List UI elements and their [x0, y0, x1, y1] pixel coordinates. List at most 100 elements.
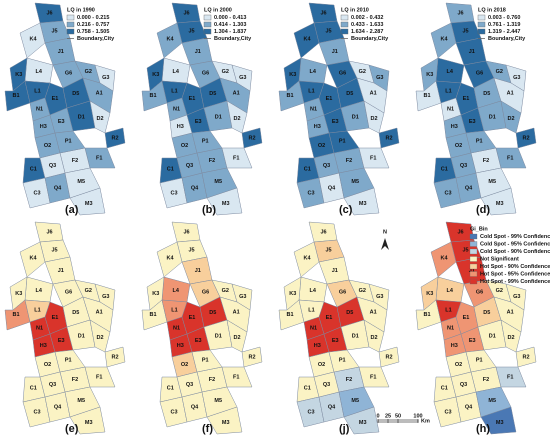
- district-label: A1: [370, 310, 377, 316]
- district: [176, 152, 203, 179]
- legend-swatch: [66, 14, 75, 21]
- district: [480, 187, 517, 216]
- panel-label: (f): [202, 423, 213, 435]
- district-label: P1: [476, 139, 483, 145]
- district-label: O2: [318, 362, 325, 368]
- district-label: C3: [33, 409, 40, 415]
- district-label: D5: [72, 310, 79, 316]
- district-label: L4: [173, 288, 180, 294]
- district-label: K3: [152, 291, 159, 297]
- district-label: G6: [339, 289, 346, 295]
- legend-swatch: [477, 14, 486, 21]
- district: [221, 147, 253, 169]
- district-label: C1: [304, 386, 311, 392]
- district-label: C1: [167, 167, 174, 173]
- district: [378, 346, 400, 368]
- district: [84, 147, 116, 169]
- district-label: J5: [51, 29, 57, 35]
- district-label: B1: [12, 312, 19, 318]
- district-label: A1: [96, 310, 103, 316]
- district-label: F1: [96, 374, 102, 380]
- district-label: K4: [29, 37, 37, 43]
- district-label: Q3: [49, 382, 56, 388]
- district-label: E1: [189, 96, 196, 102]
- legend-label: Boundary,City: [214, 36, 252, 42]
- district-label: D2: [233, 116, 240, 122]
- district-label: B1: [423, 312, 430, 318]
- lq-map-panel: J6 J5 K4 J1 L4 K3 G6 G2 G3 B1 L1 N1 H3 E1 D5 A1 E3 D1 D2 O2…: [141, 2, 263, 216]
- district-label: Q3: [323, 382, 330, 388]
- district-label: Q3: [186, 382, 193, 388]
- district-label: B1: [12, 93, 19, 99]
- district-label: G2: [359, 69, 366, 75]
- district-label: C1: [30, 386, 37, 392]
- panel-label: (c): [339, 204, 353, 216]
- legend-label: 0.216 - 0.757: [77, 22, 109, 28]
- district-label: L4: [173, 69, 180, 75]
- district-label: A1: [370, 91, 377, 97]
- district-label: C1: [304, 167, 311, 173]
- district-label: J5: [325, 29, 331, 35]
- district-label: E1: [52, 315, 59, 321]
- district-label: F2: [72, 377, 78, 383]
- legend-swatch: [469, 271, 478, 277]
- district-label: G3: [102, 294, 109, 300]
- district-label: J6: [457, 229, 463, 235]
- district-label: J1: [195, 268, 201, 274]
- district-label: F2: [346, 377, 352, 383]
- district-label: H3: [177, 124, 184, 130]
- district: [493, 77, 525, 114]
- district-label: D2: [370, 335, 377, 341]
- district-label: G3: [239, 294, 246, 300]
- legend-label: 0.433 - 1.633: [351, 22, 383, 28]
- legend-swatch: [469, 278, 478, 285]
- district-label: F2: [483, 158, 489, 164]
- district-label: J6: [457, 10, 463, 16]
- district-label: L4: [310, 288, 317, 294]
- district-label: H3: [314, 124, 321, 130]
- district-label: M3: [359, 201, 367, 207]
- district-label: D2: [96, 116, 103, 122]
- district-label: L1: [308, 308, 314, 314]
- district-label: L1: [445, 89, 451, 95]
- legend-swatch: [203, 28, 212, 35]
- panel-label: (j): [339, 423, 350, 435]
- district-label: J1: [58, 268, 64, 274]
- district-label: K3: [289, 72, 296, 78]
- legend-swatch: [469, 248, 478, 255]
- district-label: K3: [426, 72, 433, 78]
- district-label: F2: [483, 377, 489, 383]
- district-label: D2: [233, 335, 240, 341]
- district-label: C1: [441, 386, 448, 392]
- district-label: G2: [85, 69, 92, 75]
- district: [515, 127, 537, 149]
- district-label: G2: [222, 69, 229, 75]
- district-label: K4: [303, 37, 311, 43]
- district-label: M5: [214, 179, 222, 185]
- district-label: B1: [149, 312, 156, 318]
- district-label: K4: [166, 37, 174, 43]
- district-label: N1: [310, 326, 317, 332]
- district-label: G6: [202, 70, 209, 76]
- district-label: F2: [72, 158, 78, 164]
- district-label: G6: [339, 70, 346, 76]
- district-label: Q4: [465, 185, 473, 191]
- district-label: G6: [202, 289, 209, 295]
- district-label: M5: [77, 179, 85, 185]
- district-label: H3: [40, 343, 47, 349]
- district-label: B1: [149, 93, 156, 99]
- district-label: C3: [444, 190, 451, 196]
- district-label: E3: [332, 119, 339, 125]
- legend-label: Hot Spot - 95% Confidence: [480, 271, 550, 277]
- district-label: H3: [451, 124, 458, 130]
- district-label: A1: [507, 91, 514, 97]
- district-label: C1: [167, 386, 174, 392]
- district-label: L1: [308, 89, 314, 95]
- district: [241, 127, 263, 149]
- district-label: Q3: [460, 163, 467, 169]
- district-label: J6: [46, 10, 52, 16]
- district-label: N1: [447, 326, 454, 332]
- legend-label: Hot Spot - 90% Confidence: [480, 264, 550, 270]
